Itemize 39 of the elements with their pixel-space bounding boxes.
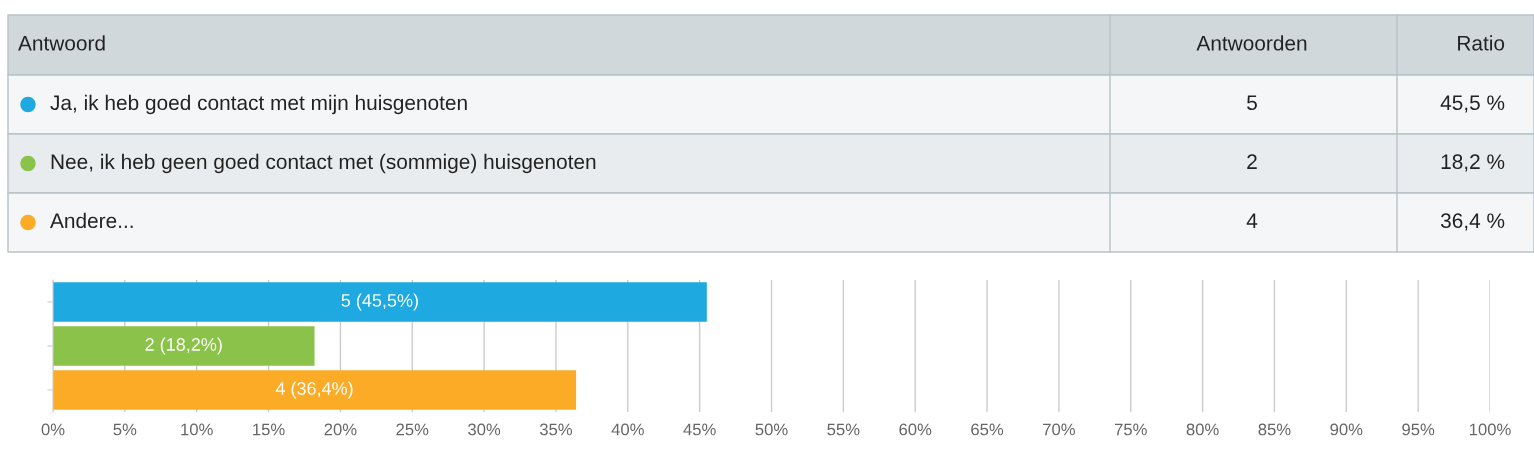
text: 45,5 % [1440,95,1505,113]
text: 2 [1247,154,1257,169]
text: Antwoorden [1196,35,1307,51]
x-tick-label: 60% [899,423,932,436]
x-tick-label: 25% [396,423,429,436]
x-tick-label: 40% [611,423,644,436]
x-tick-label: 30% [468,423,501,436]
x-tick-label: 95% [1402,423,1435,436]
x-tick-label: 85% [1258,423,1291,436]
x-tick-label: 45% [683,423,716,436]
text: 36,4 % [1440,213,1505,231]
text: Ratio [1458,35,1505,51]
text: Antwoord [18,35,105,51]
x-tick-label: 10% [181,423,213,436]
data-label: 4 (36,4%) [275,381,353,399]
x-tick-label: 5% [113,423,137,436]
bar [53,326,315,366]
text: 5 [1247,95,1257,111]
data-label: 2 (18,2%) [145,337,222,355]
data-label: 5 (45,5%) [341,293,418,311]
x-tick-label: 50% [755,423,788,436]
x-tick-label: 20% [324,423,357,436]
x-tick-label: 100% [1469,423,1511,436]
bar [53,282,707,322]
bar [53,370,577,410]
text: Nee, ik heb geen goed contact met (sommige) huisgenoten [51,153,596,174]
x-tick-label: 0% [41,423,65,436]
x-tick-label: 65% [971,423,1004,436]
x-tick-label: 15% [253,423,285,436]
text: 18,2 % [1441,154,1505,172]
x-tick-label: 75% [1114,423,1147,436]
x-tick-label: 70% [1043,423,1075,436]
x-tick-label: 90% [1330,423,1363,436]
text: 4 [1246,213,1258,228]
x-tick-label: 80% [1186,423,1219,436]
x-tick-label: 35% [539,423,573,436]
text: Ja, ik heb goed contact met mijn huisgenoten [50,94,467,115]
x-tick-label: 55% [827,423,860,436]
text: Andere... [50,212,133,229]
